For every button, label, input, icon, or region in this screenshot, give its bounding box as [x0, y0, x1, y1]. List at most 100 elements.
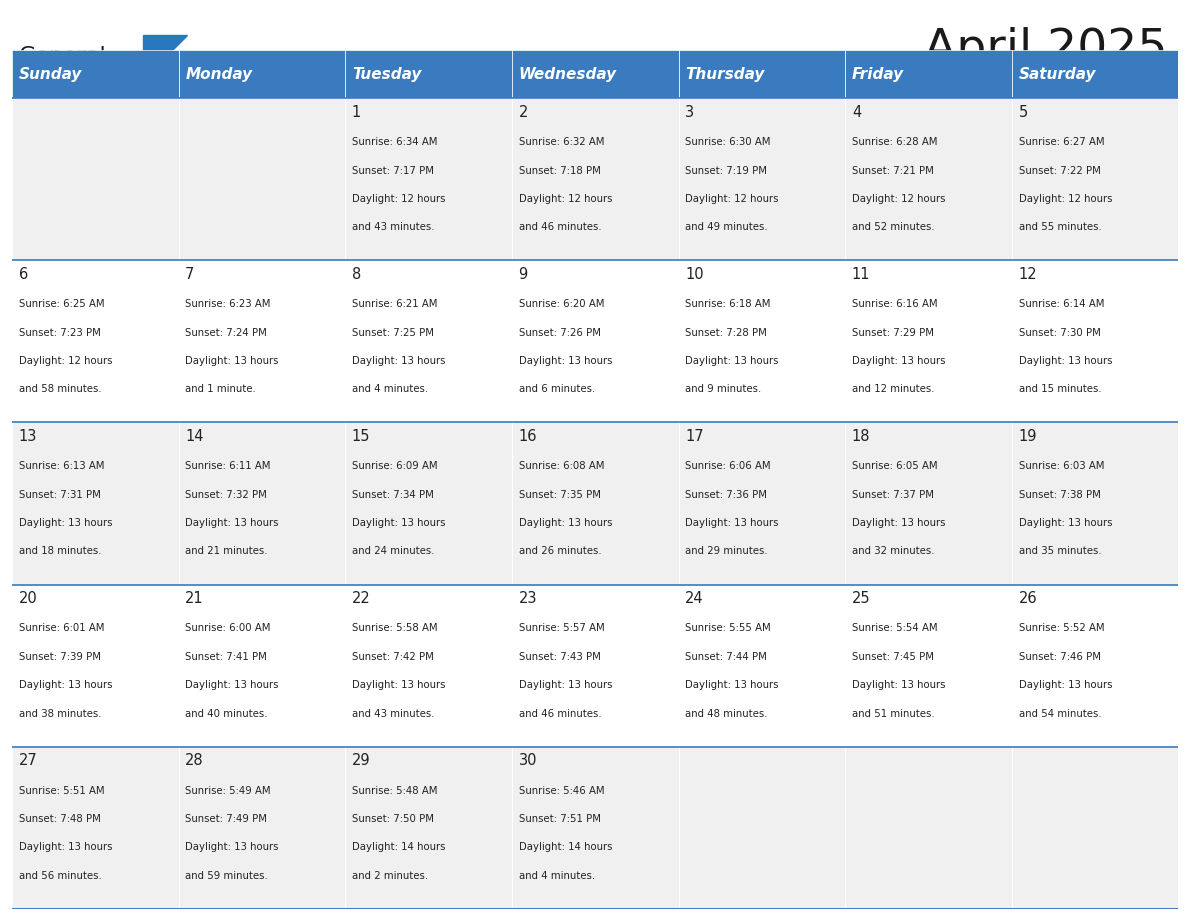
- Text: 30: 30: [518, 753, 537, 768]
- Text: Sunrise: 6:27 AM: Sunrise: 6:27 AM: [1018, 137, 1104, 147]
- Text: Sunrise: 6:25 AM: Sunrise: 6:25 AM: [19, 299, 105, 309]
- Text: Sunrise: 6:16 AM: Sunrise: 6:16 AM: [852, 299, 937, 309]
- Polygon shape: [144, 35, 188, 79]
- Text: Sunset: 7:44 PM: Sunset: 7:44 PM: [685, 652, 767, 662]
- Text: Sunrise: 6:32 AM: Sunrise: 6:32 AM: [518, 137, 604, 147]
- Text: April 2025: April 2025: [924, 27, 1168, 72]
- Text: Sunset: 7:42 PM: Sunset: 7:42 PM: [352, 652, 434, 662]
- Text: Daylight: 13 hours: Daylight: 13 hours: [352, 518, 446, 528]
- Text: 11: 11: [852, 267, 871, 282]
- Bar: [1012, 261, 1178, 422]
- Text: and 46 minutes.: and 46 minutes.: [518, 222, 601, 232]
- Text: Sunset: 7:25 PM: Sunset: 7:25 PM: [352, 328, 434, 338]
- Text: and 24 minutes.: and 24 minutes.: [352, 546, 435, 556]
- Text: 6: 6: [19, 267, 27, 282]
- Text: Sunset: 7:37 PM: Sunset: 7:37 PM: [852, 489, 934, 499]
- Text: 12: 12: [1018, 267, 1037, 282]
- Bar: [678, 422, 845, 585]
- Text: Saturday: Saturday: [1018, 67, 1097, 82]
- Bar: [178, 585, 346, 746]
- Text: and 26 minutes.: and 26 minutes.: [518, 546, 601, 556]
- Text: and 6 minutes.: and 6 minutes.: [518, 385, 595, 395]
- Text: Sunset: 7:31 PM: Sunset: 7:31 PM: [19, 489, 101, 499]
- Bar: [12, 98, 178, 261]
- Text: and 2 minutes.: and 2 minutes.: [352, 870, 428, 880]
- Text: Daylight: 13 hours: Daylight: 13 hours: [352, 680, 446, 690]
- Text: Sunset: 7:46 PM: Sunset: 7:46 PM: [1018, 652, 1100, 662]
- Text: Daylight: 13 hours: Daylight: 13 hours: [1018, 356, 1112, 366]
- Text: Sunrise: 6:20 AM: Sunrise: 6:20 AM: [518, 299, 604, 309]
- Text: 17: 17: [685, 429, 703, 444]
- Text: 13: 13: [19, 429, 37, 444]
- Text: and 4 minutes.: and 4 minutes.: [352, 385, 428, 395]
- Bar: [512, 50, 678, 98]
- Text: Sunrise: 5:55 AM: Sunrise: 5:55 AM: [685, 623, 771, 633]
- Text: and 15 minutes.: and 15 minutes.: [1018, 385, 1101, 395]
- Text: Daylight: 13 hours: Daylight: 13 hours: [1018, 680, 1112, 690]
- Bar: [346, 746, 512, 909]
- Text: 25: 25: [852, 591, 871, 606]
- Bar: [346, 422, 512, 585]
- Text: 15: 15: [352, 429, 371, 444]
- Bar: [678, 98, 845, 261]
- Bar: [178, 98, 346, 261]
- Text: 8: 8: [352, 267, 361, 282]
- Text: and 35 minutes.: and 35 minutes.: [1018, 546, 1101, 556]
- Text: 26: 26: [1018, 591, 1037, 606]
- Text: Daylight: 13 hours: Daylight: 13 hours: [685, 356, 778, 366]
- Text: 2: 2: [518, 105, 527, 119]
- Text: Sunrise: 6:11 AM: Sunrise: 6:11 AM: [185, 462, 271, 471]
- Bar: [678, 746, 845, 909]
- Text: Sunset: 7:21 PM: Sunset: 7:21 PM: [852, 165, 934, 175]
- Bar: [845, 585, 1012, 746]
- Text: Daylight: 13 hours: Daylight: 13 hours: [685, 518, 778, 528]
- Bar: [678, 585, 845, 746]
- Bar: [512, 585, 678, 746]
- Text: Monday: Monday: [185, 67, 252, 82]
- Text: Sunset: 7:49 PM: Sunset: 7:49 PM: [185, 814, 267, 824]
- Text: Sunrise: 6:21 AM: Sunrise: 6:21 AM: [352, 299, 437, 309]
- Text: Daylight: 13 hours: Daylight: 13 hours: [852, 356, 946, 366]
- Text: Sunset: 7:29 PM: Sunset: 7:29 PM: [852, 328, 934, 338]
- Text: Daylight: 13 hours: Daylight: 13 hours: [352, 356, 446, 366]
- Bar: [1012, 50, 1178, 98]
- Text: and 49 minutes.: and 49 minutes.: [685, 222, 767, 232]
- Text: Sunrise: 6:30 AM: Sunrise: 6:30 AM: [685, 137, 771, 147]
- Bar: [12, 746, 178, 909]
- Text: Sunset: 7:50 PM: Sunset: 7:50 PM: [352, 814, 434, 824]
- Text: and 48 minutes.: and 48 minutes.: [685, 709, 767, 719]
- Text: Daylight: 13 hours: Daylight: 13 hours: [852, 680, 946, 690]
- Text: 28: 28: [185, 753, 204, 768]
- Text: and 56 minutes.: and 56 minutes.: [19, 870, 101, 880]
- Text: Sunrise: 5:51 AM: Sunrise: 5:51 AM: [19, 786, 105, 796]
- Text: Sunset: 7:51 PM: Sunset: 7:51 PM: [518, 814, 600, 824]
- Bar: [1012, 422, 1178, 585]
- Text: Daylight: 12 hours: Daylight: 12 hours: [19, 356, 112, 366]
- Text: and 38 minutes.: and 38 minutes.: [19, 709, 101, 719]
- Bar: [845, 50, 1012, 98]
- Text: 4: 4: [852, 105, 861, 119]
- Text: and 29 minutes.: and 29 minutes.: [685, 546, 767, 556]
- Text: Sunset: 7:30 PM: Sunset: 7:30 PM: [1018, 328, 1100, 338]
- Text: and 46 minutes.: and 46 minutes.: [518, 709, 601, 719]
- Text: Sunset: 7:32 PM: Sunset: 7:32 PM: [185, 489, 267, 499]
- Bar: [845, 98, 1012, 261]
- Text: Daylight: 13 hours: Daylight: 13 hours: [19, 843, 112, 852]
- Text: 7: 7: [185, 267, 195, 282]
- Text: and 55 minutes.: and 55 minutes.: [1018, 222, 1101, 232]
- Text: and 1 minute.: and 1 minute.: [185, 385, 255, 395]
- Text: 16: 16: [518, 429, 537, 444]
- Text: Sunrise: 5:57 AM: Sunrise: 5:57 AM: [518, 623, 605, 633]
- Text: Sunrise: 5:58 AM: Sunrise: 5:58 AM: [352, 623, 437, 633]
- Text: Sunrise: 6:00 AM: Sunrise: 6:00 AM: [185, 623, 271, 633]
- Bar: [512, 261, 678, 422]
- Text: 21: 21: [185, 591, 204, 606]
- Text: Daylight: 12 hours: Daylight: 12 hours: [1018, 194, 1112, 204]
- Text: Sunset: 7:28 PM: Sunset: 7:28 PM: [685, 328, 767, 338]
- Text: Sunrise: 5:54 AM: Sunrise: 5:54 AM: [852, 623, 937, 633]
- Text: and 58 minutes.: and 58 minutes.: [19, 385, 101, 395]
- Text: and 43 minutes.: and 43 minutes.: [352, 709, 435, 719]
- Text: Daylight: 12 hours: Daylight: 12 hours: [852, 194, 946, 204]
- Bar: [346, 585, 512, 746]
- Text: Sunset: 7:48 PM: Sunset: 7:48 PM: [19, 814, 101, 824]
